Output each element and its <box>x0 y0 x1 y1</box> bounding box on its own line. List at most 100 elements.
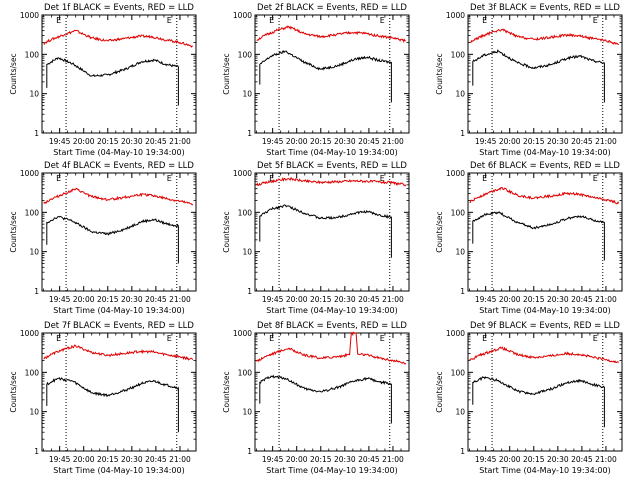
event-marker-label: E <box>482 174 487 183</box>
y-tick-label: 10 <box>455 408 465 417</box>
lld-series-line <box>469 346 619 364</box>
y-tick-label: 1000 <box>446 11 465 20</box>
y-tick-label: 1 <box>34 129 39 138</box>
lld-series-line <box>256 25 406 43</box>
y-tick-label: 10 <box>242 408 252 417</box>
y-tick-label: 100 <box>25 368 40 377</box>
event-marker-label: E <box>380 174 385 183</box>
plot-frame <box>254 14 410 134</box>
y-tick-label: 10 <box>29 90 39 99</box>
plot-frame <box>41 14 197 134</box>
x-tick-label: 19:45 <box>262 455 284 464</box>
event-marker-label: E <box>593 174 598 183</box>
plot-frame <box>41 332 197 452</box>
y-tick-label: 1000 <box>20 329 39 338</box>
events-series-line <box>46 377 179 433</box>
y-axis-label: Counts/sec <box>9 371 18 412</box>
chart-title: Det 8f BLACK = Events, RED = LLD <box>257 321 407 331</box>
x-tick-label: 19:45 <box>49 137 71 146</box>
x-tick-label: 20:00 <box>73 137 95 146</box>
x-tick-label: 20:15 <box>310 455 332 464</box>
y-axis-label: Counts/sec <box>222 371 231 412</box>
y-tick-label: 100 <box>25 208 40 217</box>
y-tick-label: 100 <box>25 50 40 59</box>
event-marker-label: E <box>482 334 487 343</box>
x-axis-label: Start Time (04-May-10 19:34:00) <box>53 466 184 475</box>
lld-series-line <box>256 331 407 365</box>
x-tick-label: 20:30 <box>547 455 569 464</box>
x-tick-label: 19:45 <box>262 137 284 146</box>
y-axis-label: Counts/sec <box>435 371 444 412</box>
y-tick-label: 1 <box>247 447 252 456</box>
plot-frame <box>254 332 410 452</box>
y-tick-label: 100 <box>238 208 253 217</box>
x-tick-label: 20:45 <box>571 137 593 146</box>
lld-series-line <box>43 344 194 361</box>
chart-panel-3: Det 3f BLACK = Events, RED = LLD 1 10 100 10… <box>435 3 623 157</box>
x-axis-label: Start Time (04-May-10 19:34:00) <box>266 306 397 315</box>
y-tick-label: 1 <box>460 287 465 296</box>
y-tick-label: 1 <box>247 287 252 296</box>
x-tick-label: 20:00 <box>73 295 95 304</box>
y-tick-label: 1 <box>34 447 39 456</box>
event-marker-label: E <box>167 334 172 343</box>
y-tick-label: 1000 <box>446 169 465 178</box>
x-axis-label: Start Time (04-May-10 19:34:00) <box>53 306 184 315</box>
events-series-line <box>46 215 179 264</box>
x-tick-label: 21:00 <box>382 295 404 304</box>
y-tick-label: 1 <box>460 129 465 138</box>
x-tick-label: 20:00 <box>499 137 521 146</box>
x-tick-label: 20:45 <box>145 137 167 146</box>
event-marker-label: E <box>56 174 61 183</box>
y-tick-label: 1 <box>34 287 39 296</box>
x-tick-label: 21:00 <box>382 137 404 146</box>
chart-panel-7: Det 7f BLACK = Events, RED = LLD 1 10 100 10… <box>9 321 197 475</box>
y-tick-label: 10 <box>242 90 252 99</box>
y-tick-label: 100 <box>451 50 466 59</box>
event-marker-label: E <box>482 16 487 25</box>
chart-title: Det 4f BLACK = Events, RED = LLD <box>44 161 194 171</box>
x-tick-label: 20:15 <box>523 295 545 304</box>
x-tick-label: 20:45 <box>145 455 167 464</box>
y-tick-label: 100 <box>451 368 466 377</box>
x-tick-label: 20:00 <box>286 295 308 304</box>
x-tick-label: 20:30 <box>334 137 356 146</box>
x-tick-label: 21:00 <box>595 137 617 146</box>
x-tick-label: 20:15 <box>523 455 545 464</box>
x-tick-label: 20:00 <box>286 455 308 464</box>
events-series-line <box>259 50 392 103</box>
x-tick-label: 19:45 <box>49 295 71 304</box>
x-tick-label: 19:45 <box>262 295 284 304</box>
x-tick-label: 20:15 <box>97 295 119 304</box>
y-tick-label: 10 <box>455 248 465 257</box>
x-tick-label: 21:00 <box>169 137 191 146</box>
x-tick-label: 20:30 <box>547 295 569 304</box>
y-tick-label: 1 <box>247 129 252 138</box>
x-tick-label: 20:45 <box>358 137 380 146</box>
y-axis-label: Counts/sec <box>222 211 231 252</box>
chart-title: Det 5f BLACK = Events, RED = LLD <box>257 161 407 171</box>
x-tick-label: 20:45 <box>571 455 593 464</box>
x-tick-label: 20:30 <box>121 455 143 464</box>
x-axis-label: Start Time (04-May-10 19:34:00) <box>479 306 610 315</box>
event-marker-label: E <box>269 174 274 183</box>
x-tick-label: 21:00 <box>595 455 617 464</box>
x-tick-label: 21:00 <box>595 295 617 304</box>
x-tick-label: 20:15 <box>97 455 119 464</box>
x-tick-label: 21:00 <box>382 455 404 464</box>
x-tick-label: 20:15 <box>310 137 332 146</box>
x-tick-label: 20:30 <box>121 137 143 146</box>
plot-frame <box>41 172 197 292</box>
x-tick-label: 21:00 <box>169 455 191 464</box>
plot-frame <box>467 14 623 134</box>
events-series-line <box>46 57 179 106</box>
events-series-line <box>259 204 392 258</box>
x-tick-label: 20:30 <box>334 295 356 304</box>
x-tick-label: 20:45 <box>358 295 380 304</box>
x-tick-label: 20:15 <box>310 295 332 304</box>
x-tick-label: 21:00 <box>169 295 191 304</box>
x-axis-label: Start Time (04-May-10 19:34:00) <box>479 148 610 157</box>
lld-series-line <box>43 29 194 48</box>
